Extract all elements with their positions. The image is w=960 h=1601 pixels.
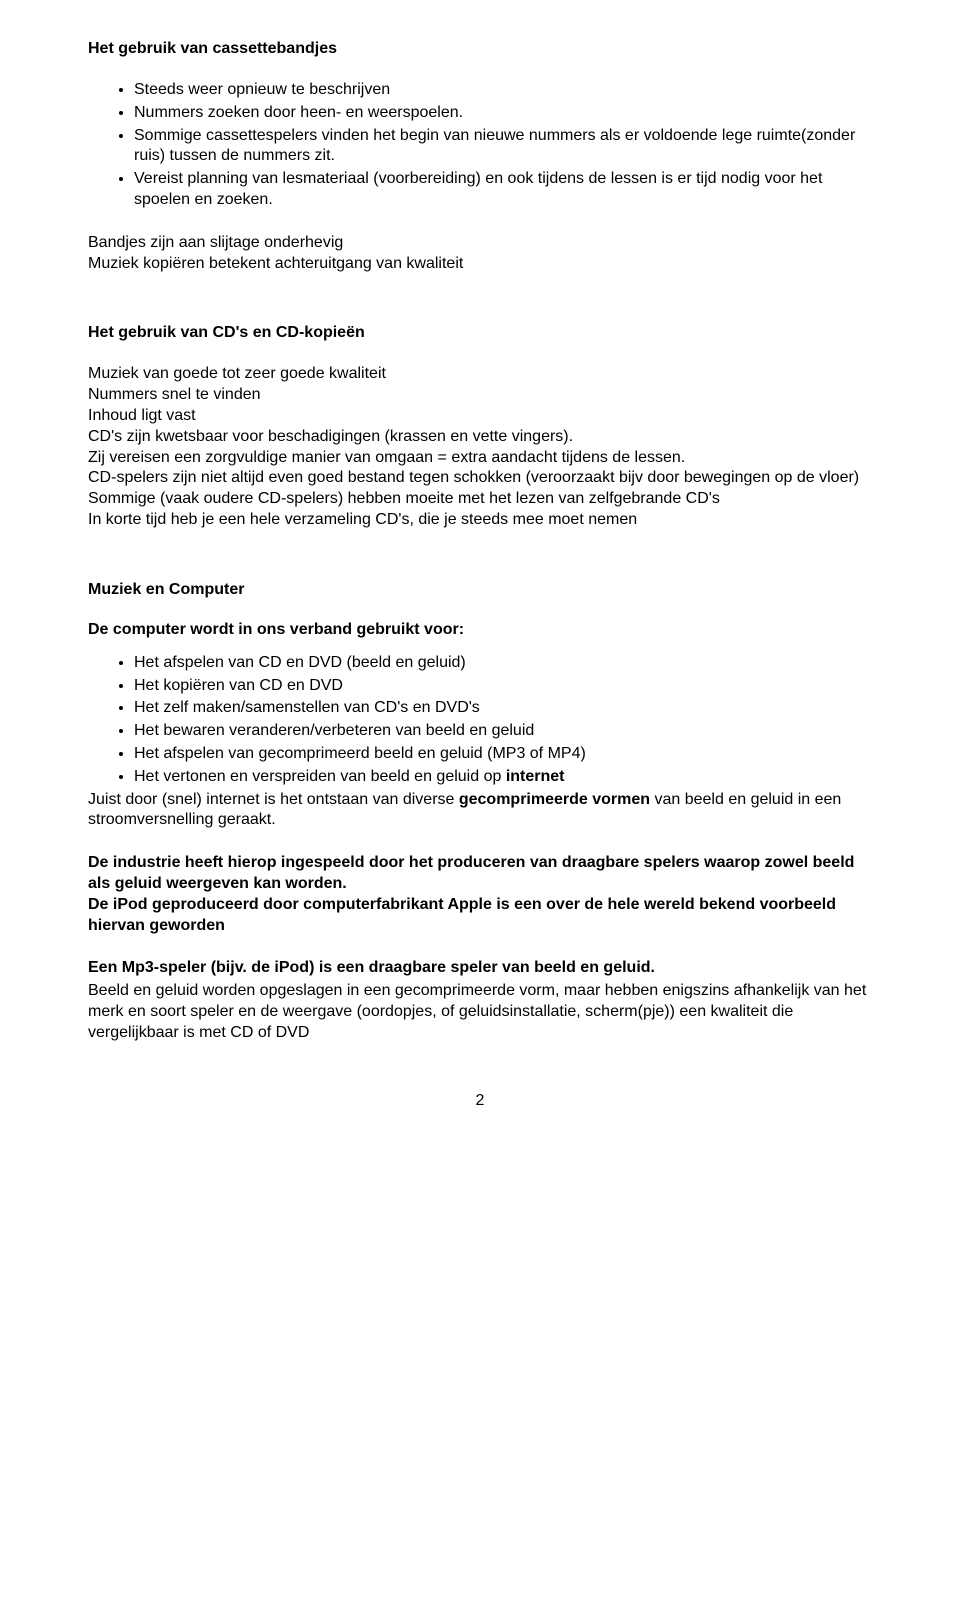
section3-final-para: Beeld en geluid worden opgeslagen in een…	[88, 981, 872, 1043]
text-line: Bandjes zijn aan slijtage onderhevig	[88, 234, 343, 251]
text-line: In korte tijd heb je een hele verzamelin…	[88, 511, 637, 528]
text-line: De iPod geproduceerd door computerfabrik…	[88, 896, 836, 934]
text-line: Inhoud ligt vast	[88, 407, 196, 424]
list-item: Het afspelen van CD en DVD (beeld en gel…	[134, 653, 872, 674]
list-item: Het vertonen en verspreiden van beeld en…	[134, 767, 872, 788]
list-item: Het zelf maken/samenstellen van CD's en …	[134, 698, 872, 719]
section3-bold-para2: Een Mp3-speler (bijv. de iPod) is een dr…	[88, 958, 872, 979]
section2-title: Het gebruik van CD's en CD-kopieën	[88, 324, 872, 342]
section1-bullets: Steeds weer opnieuw te beschrijven Numme…	[88, 80, 872, 211]
text-line: Muziek kopiëren betekent achteruitgang v…	[88, 255, 463, 272]
section1-paragraph: Bandjes zijn aan slijtage onderhevig Muz…	[88, 233, 872, 275]
text-segment: Juist door (snel) internet is het ontsta…	[88, 791, 459, 808]
section3-bullets: Het afspelen van CD en DVD (beeld en gel…	[88, 653, 872, 788]
section3-bold-para1: De industrie heeft hierop ingespeeld doo…	[88, 853, 872, 936]
list-item: Het afspelen van gecomprimeerd beeld en …	[134, 744, 872, 765]
section1-title: Het gebruik van cassettebandjes	[88, 40, 872, 58]
text-line: Muziek van goede tot zeer goede kwalitei…	[88, 365, 386, 382]
list-item: Sommige cassettespelers vinden het begin…	[134, 126, 872, 168]
text-segment: Het vertonen en verspreiden van beeld en…	[134, 768, 506, 785]
section2-paragraph: Muziek van goede tot zeer goede kwalitei…	[88, 364, 872, 530]
section3-title: Muziek en Computer	[88, 581, 872, 599]
text-bold: gecomprimeerde vormen	[459, 791, 650, 808]
list-item: Nummers zoeken door heen- en weerspoelen…	[134, 103, 872, 124]
text-bold: internet	[506, 768, 565, 785]
list-item: Vereist planning van lesmateriaal (voorb…	[134, 169, 872, 211]
text-line: De industrie heeft hierop ingespeeld doo…	[88, 854, 854, 892]
list-item: Het bewaren veranderen/verbeteren van be…	[134, 721, 872, 742]
text-line: Sommige (vaak oudere CD-spelers) hebben …	[88, 490, 720, 507]
text-line: Nummers snel te vinden	[88, 386, 261, 403]
section3-subtitle: De computer wordt in ons verband gebruik…	[88, 621, 872, 639]
section3-after-bullets: Juist door (snel) internet is het ontsta…	[88, 790, 872, 832]
text-line: CD's zijn kwetsbaar voor beschadigingen …	[88, 428, 573, 445]
page-number: 2	[88, 1092, 872, 1110]
document-page: Het gebruik van cassettebandjes Steeds w…	[0, 0, 960, 1150]
text-line: CD-spelers zijn niet altijd even goed be…	[88, 469, 859, 486]
list-item: Het kopiëren van CD en DVD	[134, 676, 872, 697]
list-item: Steeds weer opnieuw te beschrijven	[134, 80, 872, 101]
text-line: Zij vereisen een zorgvuldige manier van …	[88, 449, 685, 466]
